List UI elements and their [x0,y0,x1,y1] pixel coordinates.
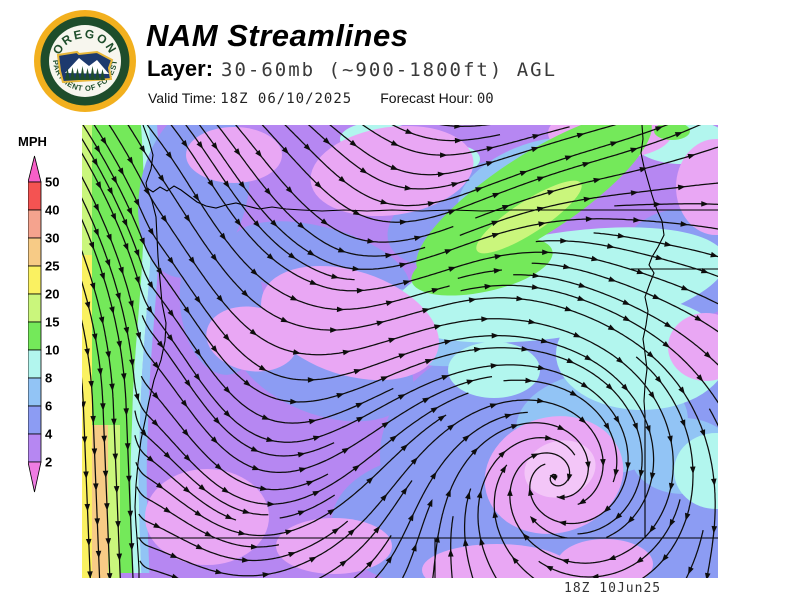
svg-text:10: 10 [45,343,59,358]
speed-legend: 50 40 30 25 20 15 10 8 6 4 2 [28,155,59,493]
layer-value: 30-60mb (~900-1800ft) AGL [221,59,558,81]
page-title: NAM Streamlines [146,18,409,53]
forecast-hour-label: Forecast Hour: [380,90,473,106]
layer-label: Layer: [147,56,214,81]
streamline-map [82,125,718,578]
layer-row: Layer: 30-60mb (~900-1800ft) AGL [147,56,557,82]
valid-time-value: 18Z 06/10/2025 [220,91,353,107]
svg-text:30: 30 [45,231,59,246]
odf-logo-icon: OREGON DEPARTMENT OF FORESTRY [33,9,136,112]
logo-oregon-emblem [56,50,114,84]
svg-text:8: 8 [45,371,52,386]
map-timestamp: 18Z 10Jun25 [564,581,662,596]
svg-text:4: 4 [45,427,53,442]
valid-time-label: Valid Time: [148,90,217,106]
valid-time-row: Valid Time: 18Z 06/10/2025 Forecast Hour: 0… [148,90,494,107]
svg-text:15: 15 [45,315,59,330]
svg-text:2: 2 [45,455,52,470]
svg-text:50: 50 [45,175,59,190]
svg-text:6: 6 [45,399,52,414]
svg-text:20: 20 [45,287,59,302]
forecast-hour-value: 00 [476,91,494,107]
svg-text:25: 25 [45,259,59,274]
svg-text:40: 40 [45,203,59,218]
legend-unit-label: MPH [18,134,47,149]
